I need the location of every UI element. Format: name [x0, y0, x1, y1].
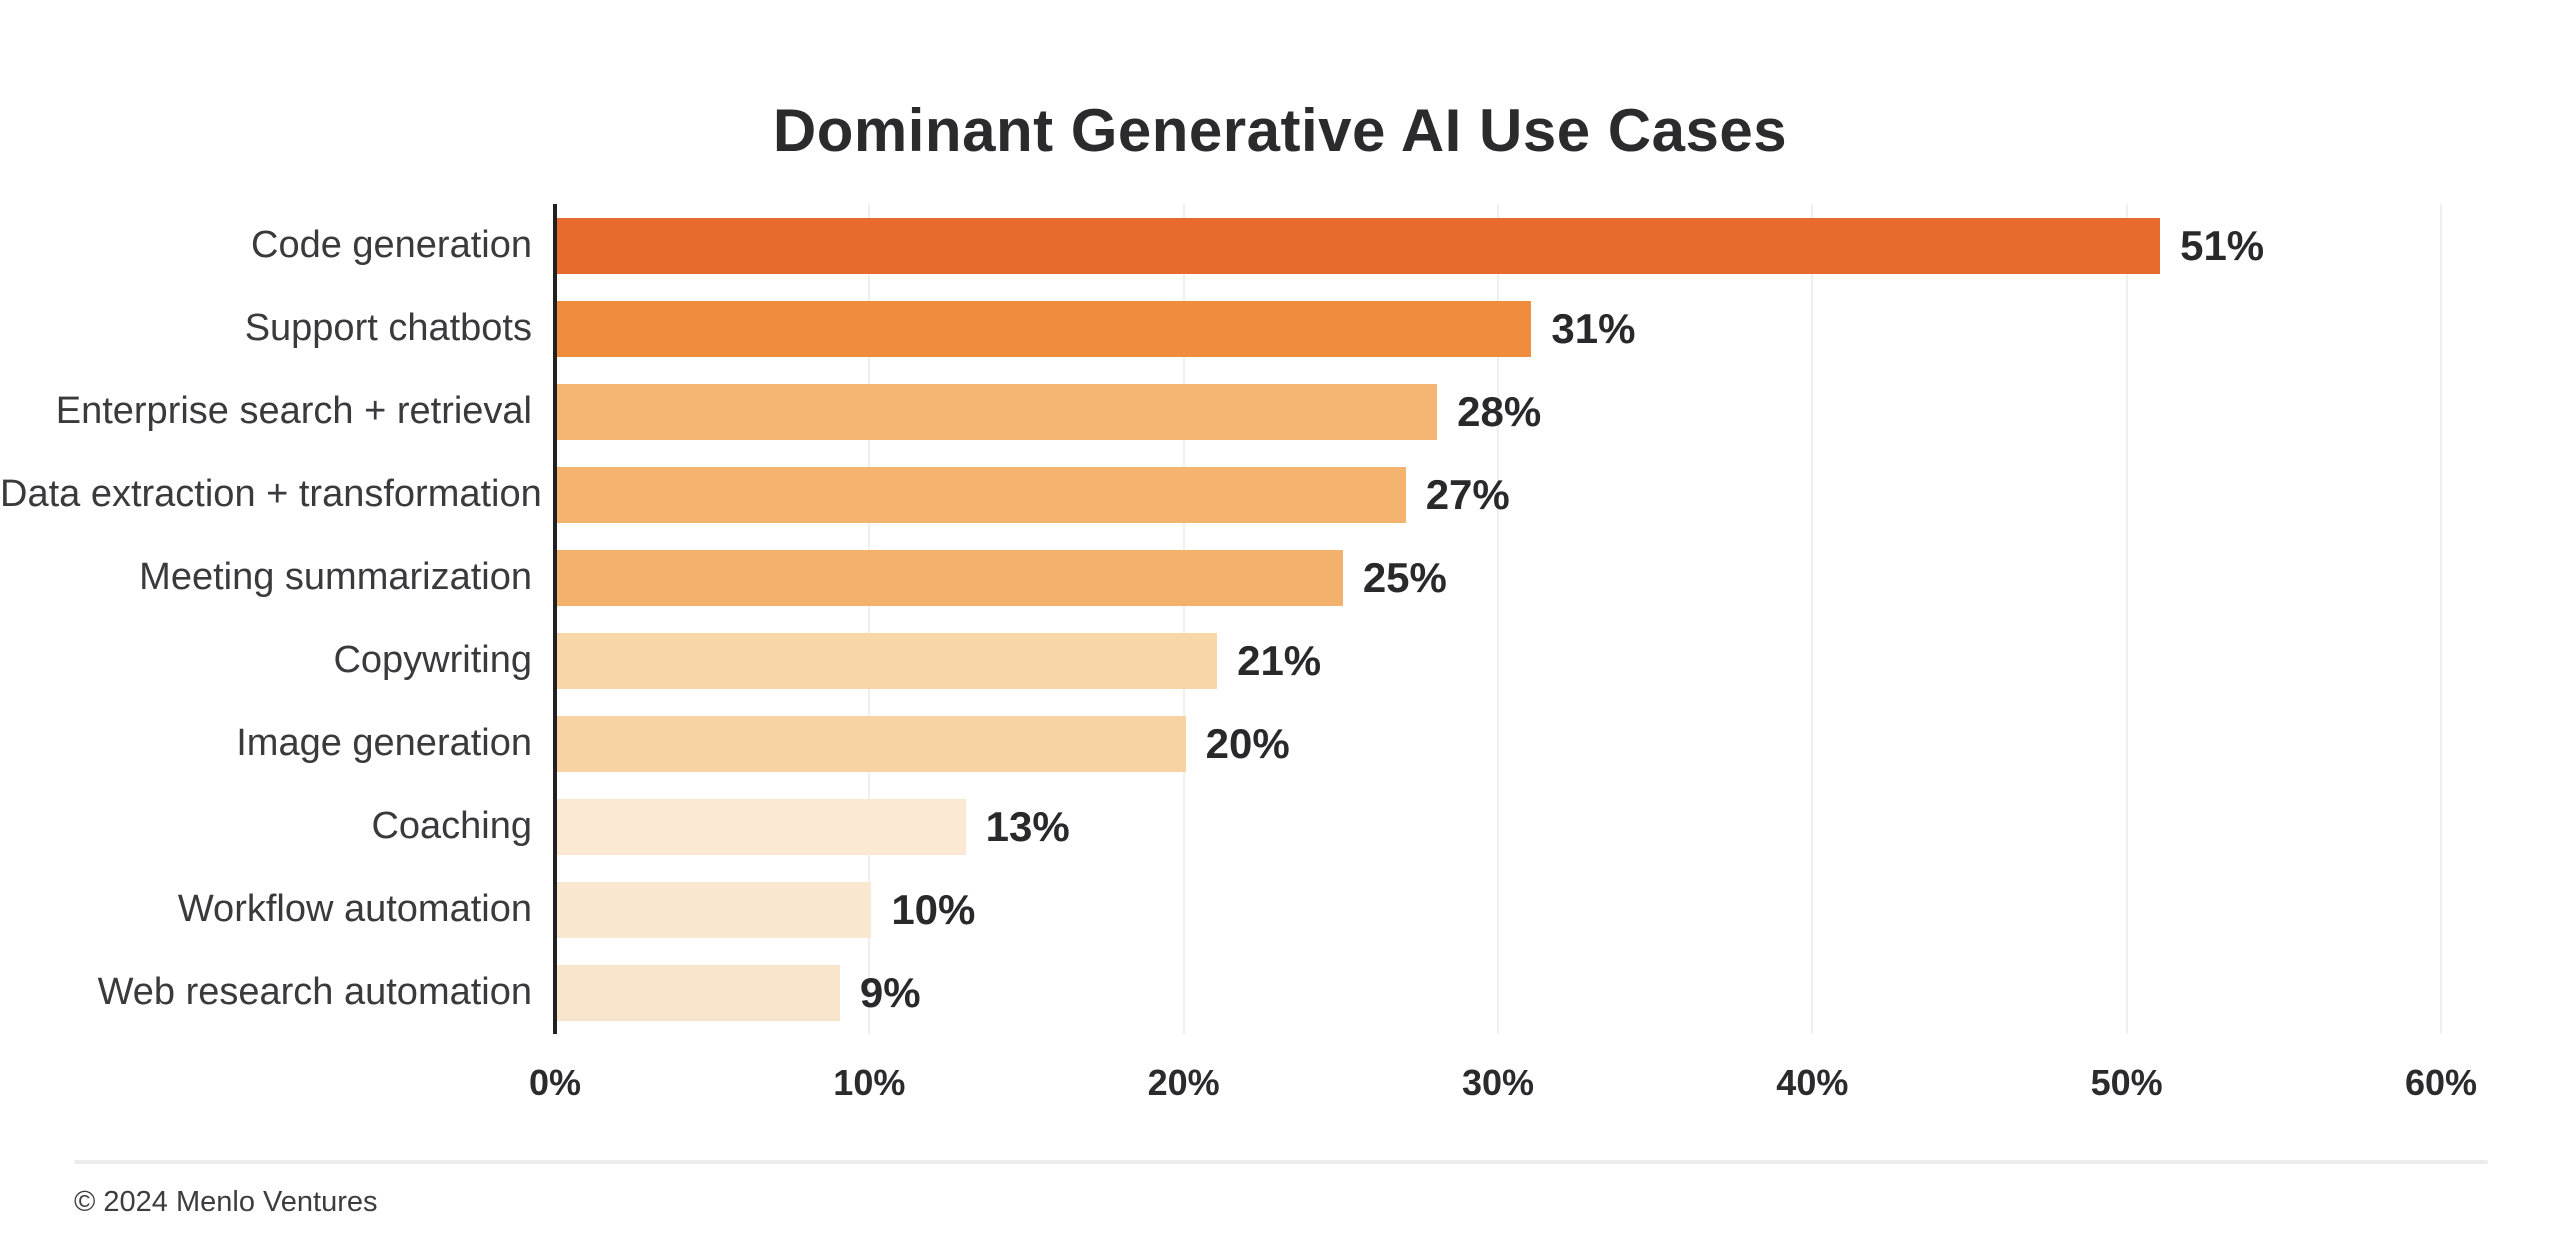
x-tick-label: 20%: [1147, 1062, 1220, 1103]
bar-track: 28%: [555, 370, 2560, 453]
bar: [557, 466, 1406, 523]
bar-track: 10%: [555, 868, 2560, 951]
bar: [557, 632, 1218, 689]
bar: [557, 881, 872, 938]
bar-track: 51%: [555, 204, 2560, 287]
bar-track: 21%: [555, 619, 2560, 702]
bar-row: Support chatbots 31%: [0, 287, 2560, 370]
chart-title: Dominant Generative AI Use Cases: [772, 97, 1788, 164]
value-label: 51%: [2180, 221, 2265, 269]
bar-row: Meeting summarization 25%: [0, 536, 2560, 619]
category-label: Workflow automation: [177, 888, 532, 930]
x-tick-label: 10%: [833, 1062, 906, 1103]
value-label: 9%: [859, 968, 921, 1016]
copyright-text: © 2024 Menlo Ventures: [74, 1186, 378, 1218]
category-label: Support chatbots: [244, 307, 532, 349]
bar-rows: Code generation 51% Support chatbots 31%…: [0, 204, 2560, 1034]
category-label: Web research automation: [97, 971, 532, 1013]
bar: [557, 383, 1438, 440]
gridline: [1811, 204, 1814, 1034]
bar-row: Image generation 20%: [0, 702, 2560, 785]
x-tick-label: 30%: [1461, 1062, 1535, 1103]
x-tick-label: 60%: [2404, 1062, 2478, 1103]
bar-track: 20%: [555, 702, 2560, 785]
bar-row: Code generation 51%: [0, 204, 2560, 287]
value-label: 27%: [1425, 470, 1510, 518]
bar-track: 31%: [555, 287, 2560, 370]
bar: [557, 300, 1532, 357]
x-tick-label: 0%: [528, 1062, 582, 1103]
x-axis: 0% 10% 20% 30% 40% 50% 60%: [0, 1062, 2560, 1112]
gridline: [1182, 204, 1185, 1034]
category-label: Data extraction + transformation: [0, 473, 542, 515]
value-label: 20%: [1205, 719, 1290, 767]
category-label: Code generation: [251, 224, 532, 266]
bar-track: 13%: [555, 785, 2560, 868]
category-label: Copywriting: [333, 639, 532, 681]
gridline: [868, 204, 871, 1034]
bar: [557, 798, 966, 855]
category-label: Image generation: [236, 722, 532, 764]
gridline: [1497, 204, 1499, 1034]
x-tick-label: 40%: [1776, 1062, 1849, 1103]
footer-divider: [74, 1160, 2488, 1164]
bar-track: 25%: [555, 536, 2560, 619]
bar-row: Enterprise search + retrieval 28%: [0, 370, 2560, 453]
bar-row: Web research automation 9%: [0, 951, 2560, 1034]
value-label: 21%: [1237, 636, 1322, 684]
category-label: Enterprise search + retrieval: [55, 390, 532, 432]
category-label: Meeting summarization: [139, 556, 532, 598]
y-axis-line: [553, 204, 557, 1034]
x-tick-label: 50%: [2090, 1062, 2163, 1103]
value-label: 28%: [1457, 387, 1542, 435]
bar-row: Copywriting 21%: [0, 619, 2560, 702]
bar: [557, 964, 840, 1021]
plot-area: [555, 204, 2442, 1034]
value-label: 25%: [1362, 553, 1447, 601]
bar: [557, 549, 1343, 606]
bar: [557, 715, 1186, 772]
category-label: Coaching: [371, 805, 532, 847]
gridline: [2440, 204, 2442, 1034]
bar-row: Coaching 13%: [0, 785, 2560, 868]
value-label: 10%: [891, 885, 976, 933]
gridline: [2125, 204, 2128, 1034]
bar-track: 27%: [555, 453, 2560, 536]
value-label: 13%: [985, 802, 1070, 850]
bar: [557, 217, 2161, 274]
value-label: 31%: [1551, 304, 1636, 352]
bar-track: 9%: [555, 951, 2560, 1034]
bar-row: Data extraction + transformation 27%: [0, 453, 2560, 536]
bar-row: Workflow automation 10%: [0, 868, 2560, 951]
